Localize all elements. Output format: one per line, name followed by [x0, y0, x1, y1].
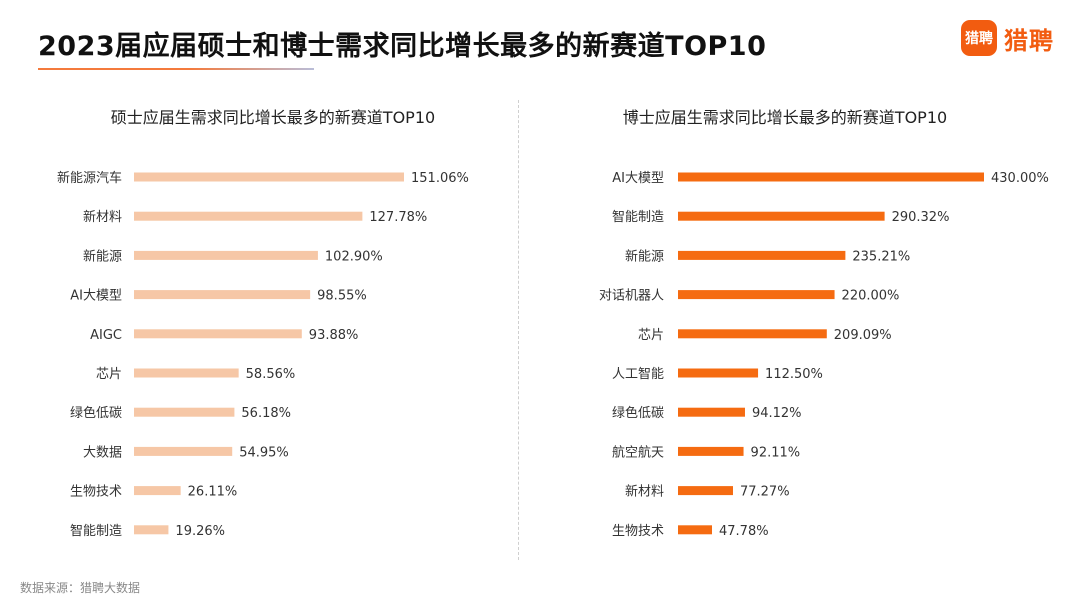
phd-value-label: 209.09% — [834, 328, 892, 343]
phd-bar — [678, 446, 744, 456]
phd-bar — [678, 172, 984, 182]
master-bar — [134, 290, 311, 300]
master-category-label: 智能制造 — [70, 524, 122, 539]
master-bar — [134, 368, 239, 378]
phd-bar — [678, 486, 733, 496]
master-value-label: 98.55% — [317, 289, 367, 304]
phd-category-label: 新能源 — [625, 248, 664, 264]
phd-category-label: AI大模型 — [612, 171, 664, 186]
phd-category-label: 生物技术 — [612, 524, 664, 539]
phd-value-label: 92.11% — [751, 445, 801, 460]
phd-bar — [678, 250, 846, 260]
master-bar — [134, 329, 302, 339]
chart-divider — [518, 100, 519, 560]
phd-bar — [678, 211, 885, 221]
master-category-label: 芯片 — [96, 367, 122, 382]
phd-category-label: 航空航天 — [612, 444, 664, 460]
master-bar — [134, 211, 363, 221]
master-value-label: 93.88% — [309, 328, 359, 343]
master-category-label: AIGC — [90, 328, 122, 343]
phd-value-label: 112.50% — [765, 367, 823, 382]
master-category-label: 生物技术 — [70, 485, 122, 500]
phd-value-label: 94.12% — [752, 406, 802, 421]
master-bar — [134, 525, 169, 535]
phd-bar — [678, 407, 745, 417]
master-chart-title: 硕士应届生需求同比增长最多的新赛道TOP10 — [110, 108, 436, 127]
phd-value-label: 77.27% — [740, 485, 790, 500]
title-underline — [38, 68, 314, 70]
master-value-label: 151.06% — [411, 171, 469, 186]
phd-bar — [678, 525, 713, 535]
phd-value-label: 235.21% — [852, 249, 910, 264]
phd-category-label: 智能制造 — [612, 210, 664, 225]
master-value-label: 58.56% — [246, 367, 296, 382]
master-bar — [134, 486, 181, 496]
master-bar — [134, 407, 235, 417]
phd-value-label: 430.00% — [991, 171, 1049, 186]
phd-bar — [678, 329, 827, 339]
master-value-label: 102.90% — [325, 249, 383, 264]
phd-bar — [678, 368, 759, 378]
phd-value-label: 47.78% — [719, 524, 769, 539]
master-category-label: 新材料 — [83, 209, 122, 225]
phd-category-label: 新材料 — [625, 484, 664, 500]
phd-bar — [678, 290, 835, 300]
phd-value-label: 290.32% — [892, 210, 950, 225]
master-value-label: 26.11% — [188, 485, 238, 500]
master-category-label: 大数据 — [83, 445, 122, 460]
liepin-logo: 猎聘 猎聘 — [961, 20, 1054, 56]
phd-value-label: 220.00% — [842, 289, 900, 304]
data-source-note: 数据来源：猎聘大数据 — [20, 581, 141, 595]
master-category-label: 绿色低碳 — [70, 405, 122, 421]
phd-chart-title: 博士应届生需求同比增长最多的新赛道TOP10 — [622, 108, 948, 127]
master-category-label: 新能源汽车 — [57, 170, 122, 186]
master-category-label: 新能源 — [83, 248, 122, 264]
master-bar — [134, 446, 233, 456]
liepin-logo-text: 猎聘 — [1004, 26, 1054, 55]
master-value-label: 56.18% — [241, 406, 291, 421]
liepin-logo-icon: 猎聘 — [961, 20, 997, 56]
phd-category-label: 人工智能 — [612, 367, 664, 382]
phd-category-label: 芯片 — [638, 328, 664, 343]
phd-category-label: 绿色低碳 — [612, 405, 664, 421]
page-title: 2023届应届硕士和博士需求同比增长最多的新赛道TOP10 — [38, 31, 767, 62]
master-bar — [134, 250, 318, 260]
phd-category-label: 对话机器人 — [599, 289, 664, 304]
master-value-label: 127.78% — [369, 210, 427, 225]
master-bar — [134, 172, 404, 182]
master-value-label: 19.26% — [175, 524, 225, 539]
master-value-label: 54.95% — [239, 445, 289, 460]
master-category-label: AI大模型 — [70, 289, 122, 304]
